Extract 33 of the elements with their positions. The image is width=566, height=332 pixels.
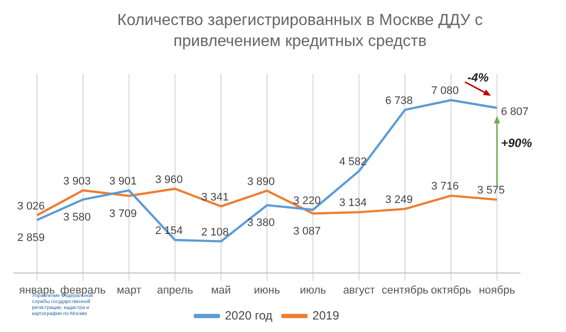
x-tick-label: апрель	[156, 284, 194, 296]
data-label: 3 890	[247, 176, 275, 188]
x-tick-label: июль	[300, 284, 326, 296]
data-label: 3 709	[109, 208, 137, 220]
data-label: 3 134	[339, 197, 367, 210]
data-label: 6 807	[501, 106, 529, 118]
x-tick-label: август	[343, 284, 375, 296]
chart-title: Количество зарегистрированных в Москве ДДУ с привлечением кредитных средств	[116, 11, 484, 52]
data-label: 3 575	[477, 184, 505, 197]
x-tick-label: июнь	[254, 284, 280, 296]
data-label: 3 960	[155, 174, 183, 186]
data-label: 2 859	[17, 232, 45, 244]
data-label: 3 087	[293, 226, 321, 238]
data-label: 6 738	[385, 94, 413, 107]
x-tick-label: октябрь	[430, 284, 472, 296]
data-label: 3 220	[293, 194, 321, 207]
data-label: 3 903	[63, 175, 91, 188]
annotation: +90%	[501, 136, 532, 150]
data-label: 2 108	[201, 226, 229, 238]
data-label: 3 249	[385, 194, 413, 206]
legend-label: 2019	[312, 308, 340, 322]
text: -4%	[467, 70, 489, 84]
x-tick-label: март	[116, 284, 142, 296]
x-tick-label: сентябрь	[382, 284, 429, 296]
data-label: 3 901	[109, 175, 137, 188]
data-label: 3 716	[431, 180, 459, 193]
x-tick-label: май	[211, 284, 231, 296]
data-label: 7 080	[431, 85, 459, 98]
data-label: 3 380	[247, 217, 275, 230]
data-label: 3 580	[63, 212, 91, 224]
data-label: 3 026	[17, 200, 45, 212]
x-tick-label: ноябрь	[478, 284, 516, 296]
legend-label: 2020 год	[224, 308, 272, 322]
